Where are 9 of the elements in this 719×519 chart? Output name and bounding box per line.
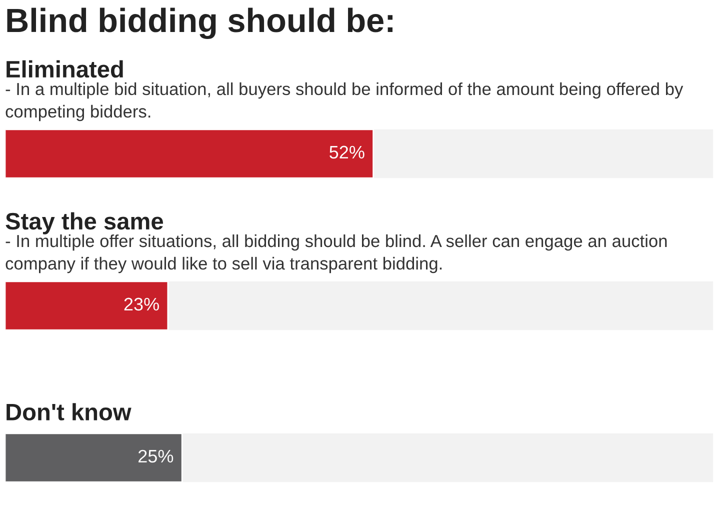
- y-tick-label: Stay the same: [6, 212, 164, 234]
- y-tick-label: Don't know: [6, 403, 132, 420]
- data-label: 25%: [138, 450, 174, 463]
- annotation: - In a multiple bid situation, all buyers should be informed of the amount being offered by competing bidders.: [6, 82, 684, 122]
- y-tick-label: Eliminated: [6, 60, 123, 78]
- data-label: 23%: [124, 298, 159, 311]
- annotation: - In multiple offer situations, all bidding should be blind. A seller can engage an auction company if they would like to sell via transparent bidding.: [6, 234, 667, 274]
- chart-title: Blind bidding should be:: [7, 8, 392, 40]
- data-label: 52%: [330, 146, 364, 159]
